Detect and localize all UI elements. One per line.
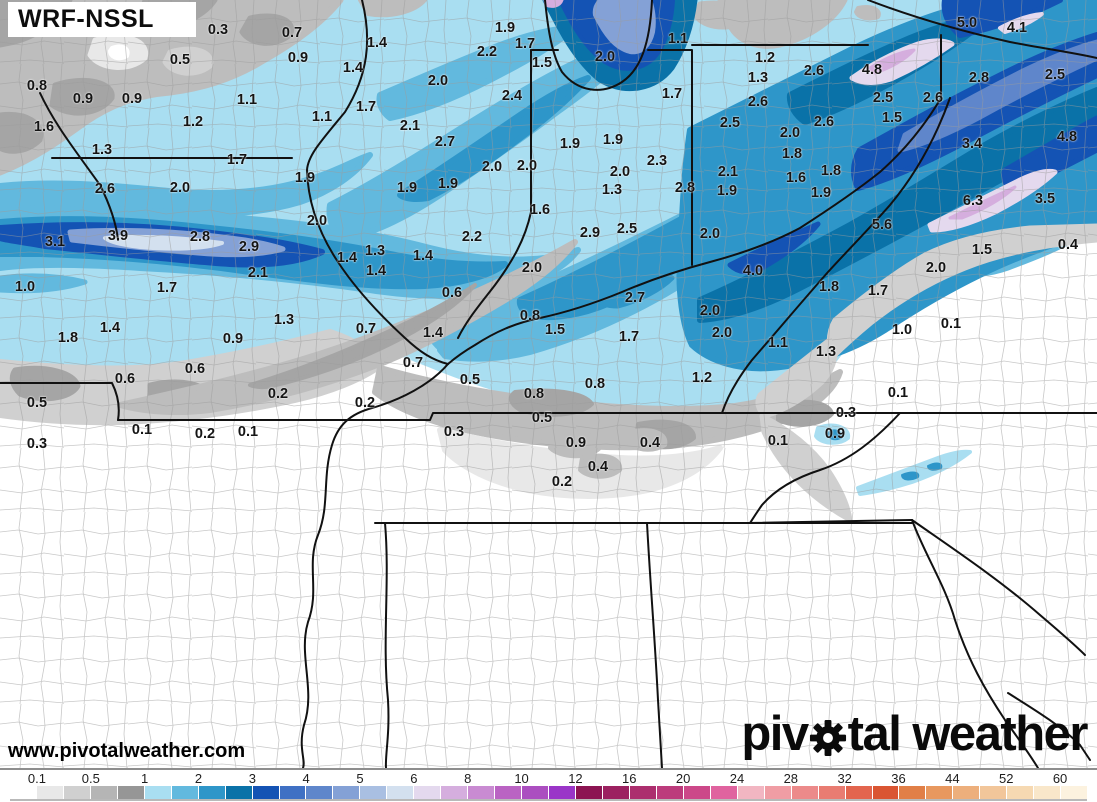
colorbar-segment bbox=[872, 786, 900, 799]
colorbar bbox=[10, 786, 1088, 801]
colorbar-segment bbox=[279, 786, 307, 799]
colorbar-tick: 8 bbox=[464, 771, 472, 786]
colorbar-tick: 44 bbox=[945, 771, 960, 786]
colorbar-segment bbox=[683, 786, 711, 799]
colorbar-segment bbox=[980, 786, 1008, 799]
colorbar-tick: 32 bbox=[837, 771, 852, 786]
colorbar-segment bbox=[522, 786, 550, 799]
colorbar-tick: 1 bbox=[141, 771, 149, 786]
logo-text-weather: weather bbox=[912, 707, 1088, 761]
border-kentucky-tennessee-virginia bbox=[117, 412, 1097, 421]
colorbar-segment bbox=[333, 786, 361, 799]
colorbar-segment bbox=[90, 786, 118, 799]
logo-text-piv: piv bbox=[741, 707, 809, 761]
ohio-river bbox=[447, 97, 942, 365]
watermark-url: www.pivotalweather.com bbox=[8, 740, 246, 762]
colorbar-segment bbox=[117, 786, 145, 799]
colorbar-tick: 36 bbox=[891, 771, 906, 786]
colorbar-tick: 20 bbox=[675, 771, 691, 786]
colorbar-segment bbox=[36, 786, 64, 799]
colorbar-segment bbox=[468, 786, 496, 799]
colorbar-tick: 12 bbox=[568, 771, 583, 786]
gear-icon bbox=[809, 719, 846, 756]
colorbar-segment bbox=[414, 786, 442, 799]
missouri-river bbox=[39, 92, 119, 241]
colorbar-segment bbox=[549, 786, 577, 799]
border-mississippi-alabama bbox=[384, 522, 390, 768]
mississippi-river-lower bbox=[300, 363, 449, 768]
colorbar-segment bbox=[1034, 786, 1062, 799]
colorbar-segment bbox=[387, 786, 415, 799]
colorbar-segment bbox=[360, 786, 388, 799]
weather-map: .b{stroke-linejoin:round;stroke-linecap:… bbox=[0, 0, 1097, 768]
colorbar-segment bbox=[602, 786, 630, 799]
colorbar-segment bbox=[441, 786, 469, 799]
lake-michigan-shore bbox=[544, 0, 653, 91]
weather-map-svg: .b{stroke-linejoin:round;stroke-linecap:… bbox=[0, 0, 1097, 768]
colorbar-segment bbox=[1007, 786, 1035, 799]
colorbar-tick: 10 bbox=[514, 771, 529, 786]
colorbar-segment bbox=[225, 786, 253, 799]
colorbar-segment bbox=[252, 786, 280, 799]
atlantic-coastline bbox=[1007, 692, 1091, 761]
colorbar-tick: 0.5 bbox=[81, 771, 100, 786]
colorbar-strip: 0.1 0.5 1 2 3 4 5 6 8 10 12 16 20 24 28 32 36 44 52 60 bbox=[0, 768, 1097, 802]
colorbar-segment bbox=[953, 786, 981, 799]
border-indiana-north bbox=[530, 44, 869, 266]
colorbar-tick: 24 bbox=[729, 771, 745, 786]
colorbar-segment bbox=[63, 786, 91, 799]
border-alabama-georgia bbox=[646, 522, 663, 768]
colorbar-segment bbox=[791, 786, 819, 799]
colorbar-segment bbox=[710, 786, 738, 799]
border-missouri-arkansas bbox=[0, 382, 120, 421]
colorbar-segment bbox=[144, 786, 172, 799]
colorbar-segment bbox=[171, 786, 199, 799]
colorbar-segment bbox=[576, 786, 603, 799]
border-southcarolina-east bbox=[911, 519, 1086, 656]
colorbar-segment bbox=[845, 786, 873, 799]
colorbar-segment bbox=[1061, 786, 1088, 799]
colorbar-tick: 6 bbox=[410, 771, 418, 786]
colorbar-segment bbox=[737, 786, 765, 799]
border-illinois-indiana bbox=[457, 49, 532, 339]
colorbar-tick: 4 bbox=[302, 771, 310, 786]
logo-text-tal: tal bbox=[847, 707, 902, 761]
colorbar-segment bbox=[818, 786, 846, 799]
colorbar-segment bbox=[899, 786, 927, 799]
colorbar-segment bbox=[764, 786, 792, 799]
mississippi-river-upper bbox=[306, 0, 449, 365]
colorbar-segment bbox=[495, 786, 523, 799]
border-georgia-southcarolina bbox=[911, 519, 1039, 768]
colorbar-tick: 60 bbox=[1052, 771, 1068, 786]
county-grid-overlay bbox=[0, 0, 1097, 768]
border-northcarolina-southcarolina bbox=[749, 519, 913, 524]
model-title: WRF-NSSL bbox=[18, 5, 154, 33]
colorbar-tick: 28 bbox=[783, 771, 799, 786]
colorbar-segment bbox=[306, 786, 334, 799]
colorbar-segment bbox=[198, 786, 226, 799]
colorbar-tick: 5 bbox=[356, 771, 364, 786]
colorbar-tick-labels: 0.1 0.5 1 2 3 4 5 6 8 10 12 16 20 24 28 32 36 44 52 60 bbox=[10, 770, 1087, 786]
colorbar-segment bbox=[656, 786, 684, 799]
colorbar-tick: 16 bbox=[622, 771, 637, 786]
model-title-box: WRF-NSSL bbox=[8, 2, 196, 37]
state-borders bbox=[0, 0, 1097, 768]
colorbar-tick: 3 bbox=[248, 771, 256, 786]
colorbar-tick: 2 bbox=[194, 771, 203, 786]
border-tennessee-northcarolina bbox=[749, 412, 901, 524]
colorbar-segment bbox=[629, 786, 657, 799]
colorbar-tick: 52 bbox=[998, 771, 1014, 786]
colorbar-segment bbox=[10, 786, 37, 799]
colorbar-tick: 0.1 bbox=[27, 771, 46, 786]
lake-erie-shore bbox=[867, 0, 1097, 59]
colorbar-segment bbox=[926, 786, 954, 799]
pivotal-weather-logo: piv tal weather bbox=[741, 707, 1088, 761]
border-appalachian bbox=[721, 97, 951, 414]
